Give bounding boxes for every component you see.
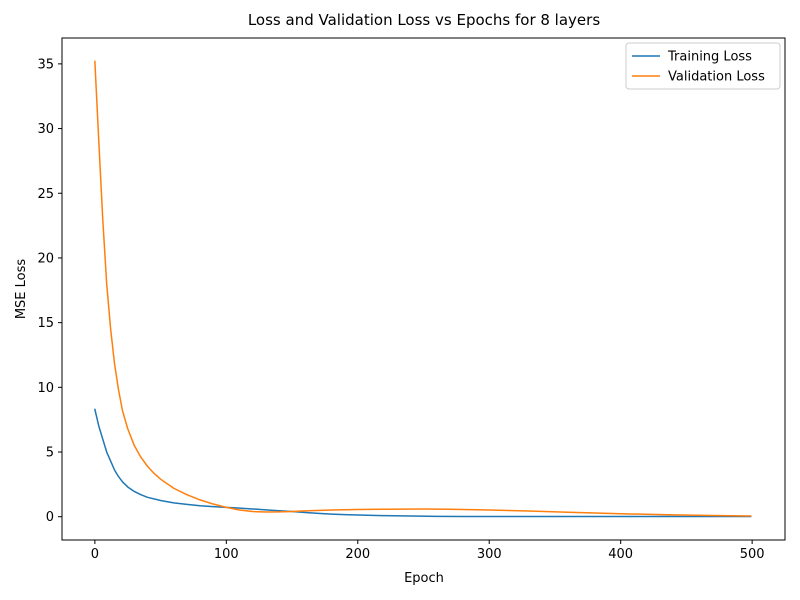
y-tick-label: 0 bbox=[46, 510, 54, 525]
x-tick-label: 200 bbox=[345, 547, 370, 562]
legend-box bbox=[625, 42, 781, 90]
y-tick-label: 5 bbox=[46, 446, 54, 461]
legend: Training Loss Validation Loss bbox=[625, 42, 781, 90]
plot-frame bbox=[61, 37, 786, 541]
x-tick-label: 500 bbox=[740, 547, 765, 562]
series-line-validation-loss bbox=[94, 60, 752, 517]
axis-ticks: 0 100 200 300 400 500 0 5 10 15 20 25 30 35 bbox=[37, 57, 764, 562]
y-tick-label: 25 bbox=[37, 187, 54, 202]
y-tick-label: 30 bbox=[37, 122, 54, 137]
y-tick-label: 10 bbox=[37, 381, 54, 396]
legend-label: Validation Loss bbox=[668, 70, 765, 85]
x-tick-label: 100 bbox=[214, 547, 239, 562]
legend-label: Training Loss bbox=[667, 50, 752, 65]
series-layer bbox=[94, 60, 752, 518]
y-tick-label: 35 bbox=[37, 57, 54, 72]
y-axis-label: MSE Loss bbox=[14, 259, 29, 320]
x-tick-label: 0 bbox=[91, 547, 99, 562]
x-tick-label: 300 bbox=[477, 547, 502, 562]
series-line-training-loss bbox=[94, 408, 752, 518]
x-axis-label: Epoch bbox=[404, 571, 444, 586]
y-tick-label: 15 bbox=[37, 316, 54, 331]
y-tick-label: 20 bbox=[37, 251, 54, 266]
chart-title: Loss and Validation Loss vs Epochs for 8… bbox=[248, 11, 600, 29]
x-tick-label: 400 bbox=[608, 547, 633, 562]
